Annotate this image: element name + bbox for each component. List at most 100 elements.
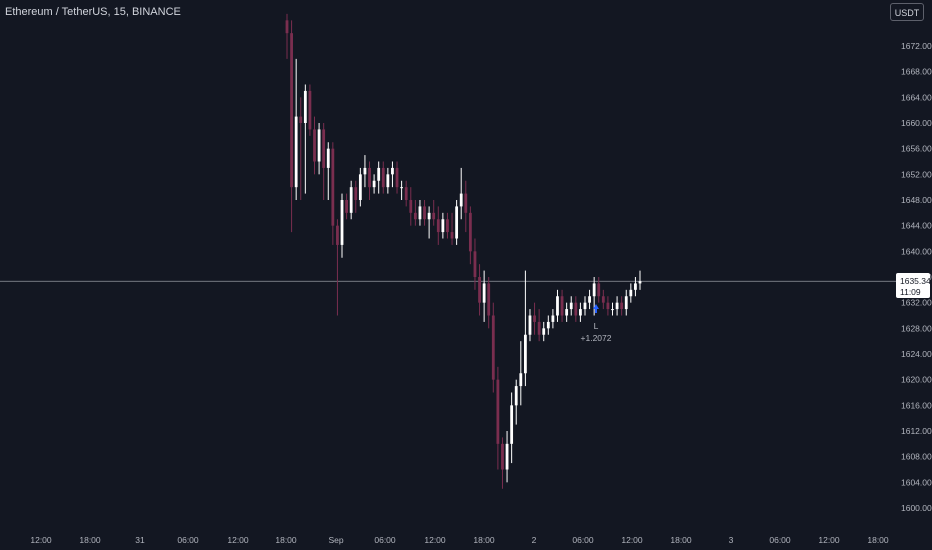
price-tick-label: 1644.00 bbox=[901, 221, 932, 231]
candle-body bbox=[331, 148, 335, 226]
candle-body bbox=[345, 200, 348, 213]
candle-body bbox=[349, 187, 353, 213]
candle-body bbox=[592, 283, 596, 297]
candle-body bbox=[285, 20, 289, 34]
candle-body bbox=[588, 296, 591, 303]
price-tick-label: 1616.00 bbox=[901, 400, 932, 410]
candle-body bbox=[358, 174, 362, 200]
price-tick-label: 1612.00 bbox=[901, 426, 932, 436]
candle-body bbox=[372, 180, 376, 188]
candle-body bbox=[381, 167, 385, 188]
price-tick-label: 1620.00 bbox=[901, 375, 932, 385]
candle-body bbox=[363, 167, 367, 175]
price-tick-label: 1664.00 bbox=[901, 92, 932, 102]
current-price-label: 1635.34 bbox=[900, 276, 931, 286]
time-tick-label: 12:00 bbox=[30, 535, 52, 545]
time-axis[interactable]: 12:00 18:00 31 06:00 12:00 18:00 Sep 06:00 12:00… bbox=[30, 535, 889, 545]
candle-body bbox=[326, 148, 330, 168]
candle-body bbox=[546, 321, 550, 329]
candle-body bbox=[629, 289, 633, 297]
trade-pnl: +1.2072 bbox=[581, 333, 612, 343]
time-tick-label: 31 bbox=[135, 535, 145, 545]
trade-label: L bbox=[594, 321, 599, 331]
candle-body bbox=[505, 443, 509, 470]
candle-body bbox=[450, 232, 454, 239]
price-tick-label: 1652.00 bbox=[901, 169, 932, 179]
candle-body bbox=[313, 129, 316, 162]
candle-body bbox=[634, 283, 637, 290]
symbol-title: Ethereum / TetherUS, 15, BINANCE bbox=[5, 6, 181, 18]
time-tick-label: 18:00 bbox=[867, 535, 889, 545]
candle-body bbox=[510, 405, 514, 444]
candle-body bbox=[459, 193, 463, 207]
candle-body bbox=[299, 116, 303, 123]
price-tick-label: 1628.00 bbox=[901, 323, 932, 333]
candle-body bbox=[478, 277, 481, 303]
price-tick-label: 1624.00 bbox=[901, 349, 932, 359]
candle-body bbox=[468, 212, 472, 252]
time-tick-label: 06:00 bbox=[572, 535, 594, 545]
candle-body bbox=[606, 302, 610, 310]
candle-body bbox=[569, 302, 573, 310]
price-tick-label: 1668.00 bbox=[901, 67, 932, 77]
candle-body bbox=[303, 90, 307, 123]
trade-marker[interactable]: L +1.2072 bbox=[581, 304, 612, 343]
price-tick-label: 1632.00 bbox=[901, 298, 932, 308]
time-tick-label: 3 bbox=[729, 535, 734, 545]
price-tick-label: 1656.00 bbox=[901, 144, 932, 154]
candle-body bbox=[432, 212, 436, 220]
candle-body bbox=[601, 296, 605, 303]
time-tick-label: Sep bbox=[328, 535, 343, 545]
candle-body bbox=[620, 302, 624, 310]
time-tick-label: 2 bbox=[532, 535, 537, 545]
candle-body bbox=[441, 219, 445, 233]
candle-body bbox=[446, 219, 449, 233]
price-tick-label: 1640.00 bbox=[901, 246, 932, 256]
currency-button[interactable]: USDT bbox=[890, 3, 924, 21]
candle-body bbox=[322, 129, 326, 168]
time-tick-label: 12:00 bbox=[227, 535, 249, 545]
candle-body bbox=[404, 187, 408, 200]
candle-body bbox=[551, 315, 555, 322]
candle-body bbox=[514, 386, 518, 406]
candle-body bbox=[560, 296, 564, 316]
candle-body bbox=[413, 212, 417, 220]
candle-body bbox=[386, 174, 390, 188]
candle-body bbox=[624, 296, 628, 310]
candle-body bbox=[597, 283, 601, 297]
price-tick-label: 1608.00 bbox=[901, 452, 932, 462]
price-tick-label: 1648.00 bbox=[901, 195, 932, 205]
candle-body bbox=[464, 193, 468, 213]
candlestick-series bbox=[285, 13, 642, 489]
candle-body bbox=[501, 443, 504, 470]
candle-body bbox=[565, 309, 569, 316]
time-tick-label: 12:00 bbox=[818, 535, 840, 545]
candle-body bbox=[436, 219, 440, 233]
candle-body bbox=[308, 90, 312, 130]
time-tick-label: 06:00 bbox=[177, 535, 199, 545]
time-tick-label: 18:00 bbox=[79, 535, 101, 545]
time-tick-label: 18:00 bbox=[473, 535, 495, 545]
candle-body bbox=[523, 334, 527, 374]
candle-body bbox=[294, 116, 298, 188]
current-price-tag: 1635.34 11:09 bbox=[896, 273, 931, 298]
candle-body bbox=[290, 33, 293, 188]
countdown-label: 11:09 bbox=[900, 287, 921, 297]
candle-body bbox=[611, 309, 614, 311]
candle-body bbox=[542, 328, 546, 335]
time-tick-label: 06:00 bbox=[374, 535, 396, 545]
candle-body bbox=[409, 200, 413, 213]
candle-body bbox=[491, 315, 495, 380]
candle-body bbox=[418, 206, 422, 220]
candle-body bbox=[473, 251, 477, 277]
long-arrow-icon bbox=[593, 304, 599, 313]
candle-body bbox=[395, 167, 399, 188]
price-tick-label: 1672.00 bbox=[901, 41, 932, 51]
candle-body bbox=[579, 309, 582, 316]
candle-body bbox=[455, 206, 459, 239]
time-tick-label: 12:00 bbox=[424, 535, 446, 545]
price-tick-label: 1600.00 bbox=[901, 503, 932, 513]
candle-body bbox=[340, 200, 344, 245]
time-tick-label: 18:00 bbox=[275, 535, 297, 545]
